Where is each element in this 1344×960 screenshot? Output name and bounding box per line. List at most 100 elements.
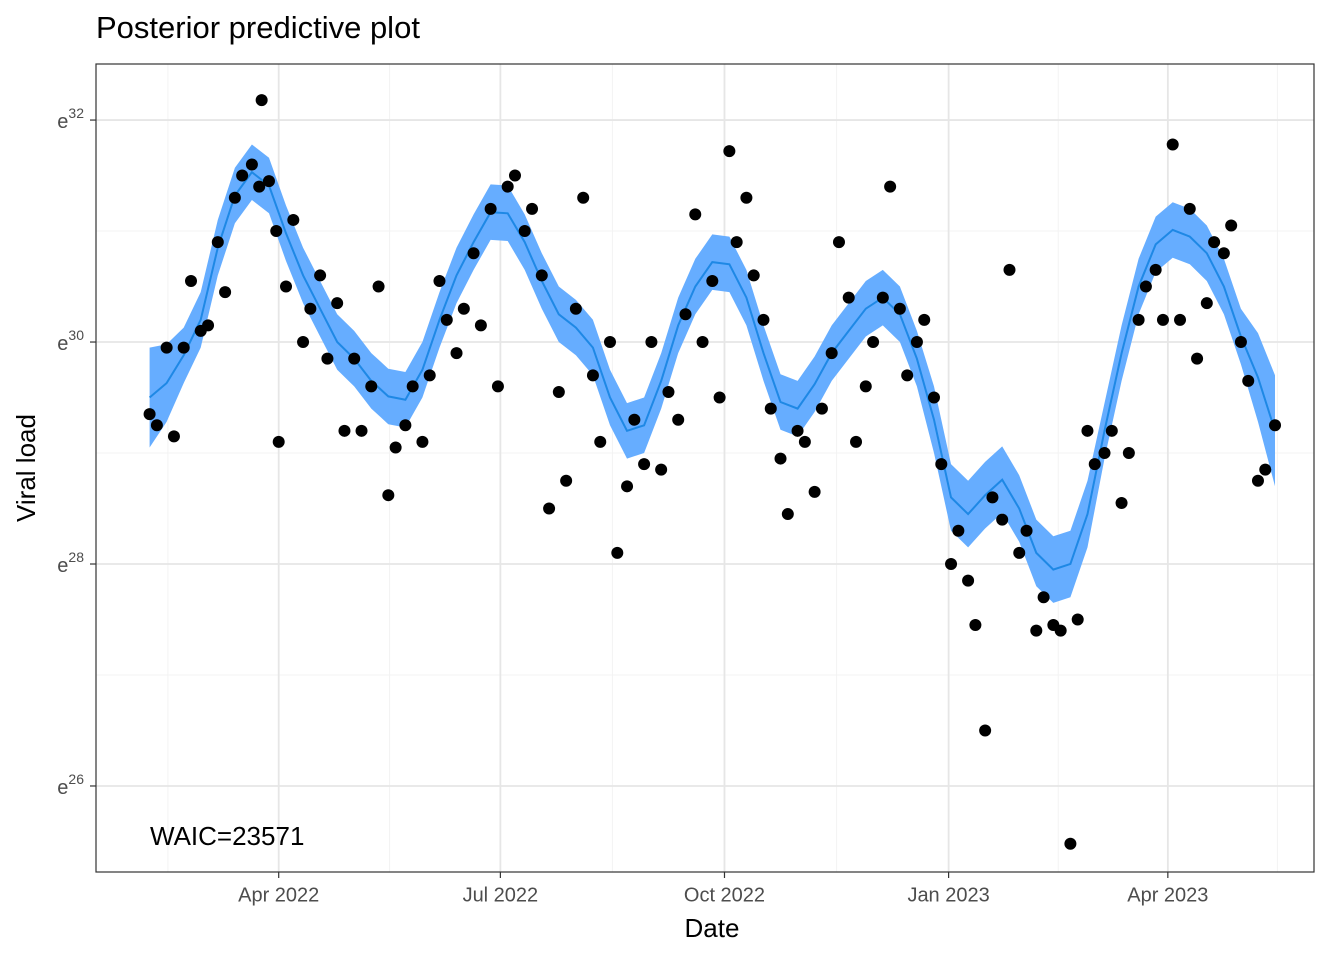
observation-point	[552, 385, 565, 398]
observation-point	[399, 419, 412, 432]
y-tick-exponent: 32	[68, 105, 84, 121]
observation-point	[255, 94, 268, 107]
y-tick-label: e30	[57, 327, 84, 356]
observation-point	[457, 302, 470, 315]
x-tick-label: Jul 2022	[463, 884, 539, 906]
median-line	[148, 170, 1276, 571]
observation-point	[450, 347, 463, 360]
observation-point	[706, 274, 719, 287]
observation-point	[1088, 458, 1101, 471]
observation-point	[143, 408, 156, 421]
observation-point	[1054, 624, 1067, 637]
observation-point	[645, 336, 658, 349]
observation-point	[1013, 546, 1026, 559]
observation-point	[1242, 374, 1255, 387]
observation-point	[423, 369, 436, 382]
observation-point	[501, 180, 514, 193]
observation-point	[270, 225, 283, 238]
marks	[143, 94, 1282, 850]
observation-point	[348, 352, 361, 365]
observation-point	[689, 208, 702, 221]
observation-point	[884, 180, 897, 193]
observation-point	[433, 274, 446, 287]
observation-point	[262, 175, 275, 188]
observation-point	[1122, 447, 1135, 460]
y-tick-label: e26	[57, 771, 84, 800]
observation-point	[859, 380, 872, 393]
observation-point	[876, 291, 889, 304]
observation-point	[406, 380, 419, 393]
observation-point	[628, 413, 641, 426]
observation-point	[850, 435, 863, 448]
observation-point	[543, 502, 556, 515]
observation-point	[1174, 313, 1187, 326]
observation-point	[1115, 496, 1128, 509]
observation-point	[1166, 138, 1179, 151]
observation-point	[185, 274, 198, 287]
observation-point	[1071, 613, 1084, 626]
y-axis-label: Viral load	[11, 414, 41, 522]
observation-point	[815, 402, 828, 415]
observation-point	[638, 458, 651, 471]
observation-point	[167, 430, 180, 443]
observation-point	[297, 336, 310, 349]
observation-point	[304, 302, 317, 315]
observation-point	[1003, 263, 1016, 276]
observation-point	[474, 319, 487, 332]
observation-point	[1183, 202, 1196, 215]
observation-point	[764, 402, 777, 415]
observation-point	[355, 424, 368, 437]
y-tick-base: e	[57, 111, 68, 133]
observation-point	[1208, 236, 1221, 249]
y-tick-label: e28	[57, 549, 84, 578]
panel-border	[95, 63, 1315, 873]
observation-point	[1105, 424, 1118, 437]
observation-point	[1259, 463, 1272, 476]
observation-point	[1020, 524, 1033, 537]
observation-point	[1030, 624, 1043, 637]
observation-point	[825, 347, 838, 360]
observation-point	[253, 180, 266, 193]
observation-point	[996, 513, 1009, 526]
observation-point	[723, 145, 736, 158]
observation-point	[1098, 447, 1111, 460]
observation-point	[747, 269, 760, 282]
observation-point	[228, 191, 241, 204]
observation-point	[535, 269, 548, 282]
observation-point	[389, 441, 402, 454]
observation-point	[918, 313, 931, 326]
observation-point	[679, 308, 692, 321]
observation-point	[655, 463, 668, 476]
observation-point	[808, 485, 821, 498]
observation-point	[372, 280, 385, 293]
observation-point	[945, 558, 958, 571]
x-axis-label: Date	[685, 913, 740, 943]
observation-point	[280, 280, 293, 293]
observation-point	[160, 341, 173, 354]
observation-point	[611, 546, 624, 559]
observation-point	[272, 435, 285, 448]
observation-point	[603, 336, 616, 349]
observation-point	[1269, 419, 1282, 432]
observation-point	[560, 474, 573, 487]
observation-point	[1139, 280, 1152, 293]
observation-point	[1156, 313, 1169, 326]
observation-point	[1081, 424, 1094, 437]
observation-point	[331, 297, 344, 310]
observation-point	[382, 489, 395, 502]
observation-point	[314, 269, 327, 282]
observation-point	[440, 313, 453, 326]
observation-point	[867, 336, 880, 349]
observation-point	[969, 619, 982, 632]
observation-point	[927, 391, 940, 404]
observation-point	[577, 191, 590, 204]
observation-point	[1234, 336, 1247, 349]
observation-point	[1064, 837, 1077, 850]
observation-point	[202, 319, 215, 332]
observation-point	[219, 286, 232, 299]
observation-point	[910, 336, 923, 349]
annotation: WAIC=23571	[150, 821, 304, 851]
observation-point	[365, 380, 378, 393]
